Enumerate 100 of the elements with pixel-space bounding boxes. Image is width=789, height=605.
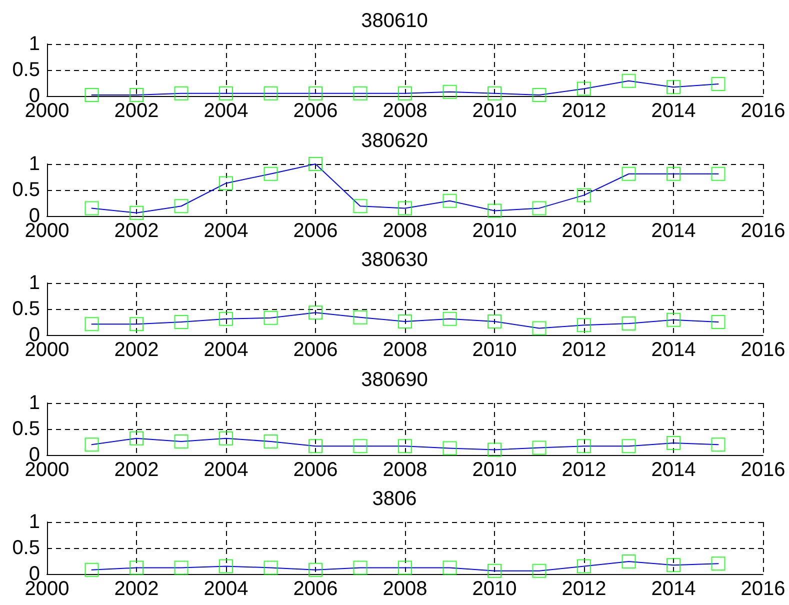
y-tick-label: 0.5 bbox=[12, 418, 40, 440]
x-tick-label: 2006 bbox=[293, 578, 338, 600]
point bbox=[711, 315, 726, 329]
x-tick-label: 2002 bbox=[114, 578, 159, 600]
x-tick-label: 2008 bbox=[382, 100, 428, 122]
point bbox=[711, 166, 726, 180]
point bbox=[711, 77, 726, 92]
x-tick-label: 2016 bbox=[740, 339, 786, 361]
x-tick-label: 2016 bbox=[740, 458, 786, 480]
point bbox=[130, 430, 144, 445]
point bbox=[711, 556, 726, 571]
point bbox=[666, 312, 680, 327]
point bbox=[442, 193, 457, 208]
x-tick-label: 2004 bbox=[204, 458, 248, 480]
x-tick-label: 2012 bbox=[562, 578, 606, 600]
x-tick-label: 2008 bbox=[382, 339, 428, 361]
point bbox=[532, 200, 546, 215]
point bbox=[308, 306, 322, 320]
y-tick-label: 0.5 bbox=[12, 59, 40, 81]
y-tick-label: 0.5 bbox=[12, 298, 40, 320]
point bbox=[488, 564, 502, 578]
point bbox=[666, 80, 680, 94]
x-tick-label: 2002 bbox=[114, 339, 159, 361]
point bbox=[398, 200, 412, 215]
point bbox=[130, 88, 144, 102]
x-tick-label: 2012 bbox=[562, 100, 606, 122]
point bbox=[577, 318, 591, 332]
point bbox=[130, 205, 144, 220]
chart-title: 380690 bbox=[361, 368, 428, 390]
point bbox=[488, 442, 502, 456]
y-tick-label: 1 bbox=[28, 152, 40, 174]
point bbox=[264, 434, 278, 448]
x-tick-label: 2010 bbox=[472, 339, 517, 361]
point bbox=[219, 176, 233, 190]
point bbox=[398, 438, 412, 453]
y-tick-label: 1 bbox=[28, 392, 40, 414]
chart-title: 3806 bbox=[372, 488, 417, 510]
x-tick-label: 2014 bbox=[651, 339, 696, 361]
point bbox=[532, 321, 546, 336]
point bbox=[353, 438, 368, 453]
x-tick-label: 2006 bbox=[293, 100, 338, 122]
point bbox=[353, 86, 368, 100]
point bbox=[353, 198, 368, 213]
point bbox=[488, 203, 502, 218]
point bbox=[84, 437, 99, 452]
point bbox=[488, 314, 502, 328]
point bbox=[84, 88, 99, 102]
point bbox=[264, 86, 278, 100]
point bbox=[174, 315, 188, 329]
x-tick-label: 2010 bbox=[472, 458, 517, 480]
x-tick-label: 2010 bbox=[472, 220, 517, 242]
point bbox=[84, 200, 99, 215]
point bbox=[442, 84, 457, 99]
point bbox=[666, 166, 680, 180]
point bbox=[442, 440, 457, 455]
point bbox=[130, 317, 144, 332]
point bbox=[219, 559, 233, 574]
x-tick-label: 2014 bbox=[651, 458, 696, 480]
x-tick-label: 2006 bbox=[293, 220, 338, 242]
x-tick-label: 2004 bbox=[204, 100, 248, 122]
point bbox=[174, 198, 188, 213]
x-tick-label: 2016 bbox=[740, 220, 786, 242]
x-tick-label: 2004 bbox=[204, 339, 248, 361]
point bbox=[442, 312, 457, 326]
point bbox=[398, 560, 412, 575]
point bbox=[398, 314, 412, 328]
point bbox=[84, 317, 99, 332]
point bbox=[130, 560, 144, 575]
point bbox=[353, 560, 368, 575]
point bbox=[622, 438, 636, 453]
point bbox=[308, 86, 322, 100]
x-tick-label: 2014 bbox=[651, 220, 696, 242]
point bbox=[622, 74, 636, 88]
point bbox=[353, 310, 368, 324]
x-tick-label: 2008 bbox=[382, 578, 428, 600]
x-tick-label: 2012 bbox=[562, 339, 606, 361]
x-tick-label: 2006 bbox=[293, 339, 338, 361]
x-tick-label: 2004 bbox=[204, 220, 248, 242]
point bbox=[264, 560, 278, 575]
chart-title: 380620 bbox=[361, 130, 428, 152]
point bbox=[577, 82, 591, 96]
point bbox=[622, 554, 636, 569]
point bbox=[532, 88, 546, 102]
point bbox=[264, 310, 278, 325]
y-tick-label: 1 bbox=[28, 33, 40, 55]
x-tick-label: 2010 bbox=[472, 100, 517, 122]
point bbox=[442, 560, 457, 575]
point bbox=[174, 86, 188, 100]
x-tick-label: 2010 bbox=[472, 578, 517, 600]
point bbox=[84, 562, 99, 577]
point bbox=[308, 562, 322, 577]
x-tick-label: 2016 bbox=[740, 100, 786, 122]
point bbox=[666, 436, 680, 450]
point bbox=[219, 312, 233, 326]
point bbox=[666, 558, 680, 572]
x-tick-label: 2004 bbox=[204, 578, 248, 600]
point bbox=[308, 156, 322, 170]
point bbox=[488, 86, 502, 100]
point bbox=[577, 188, 591, 202]
point bbox=[219, 430, 233, 445]
